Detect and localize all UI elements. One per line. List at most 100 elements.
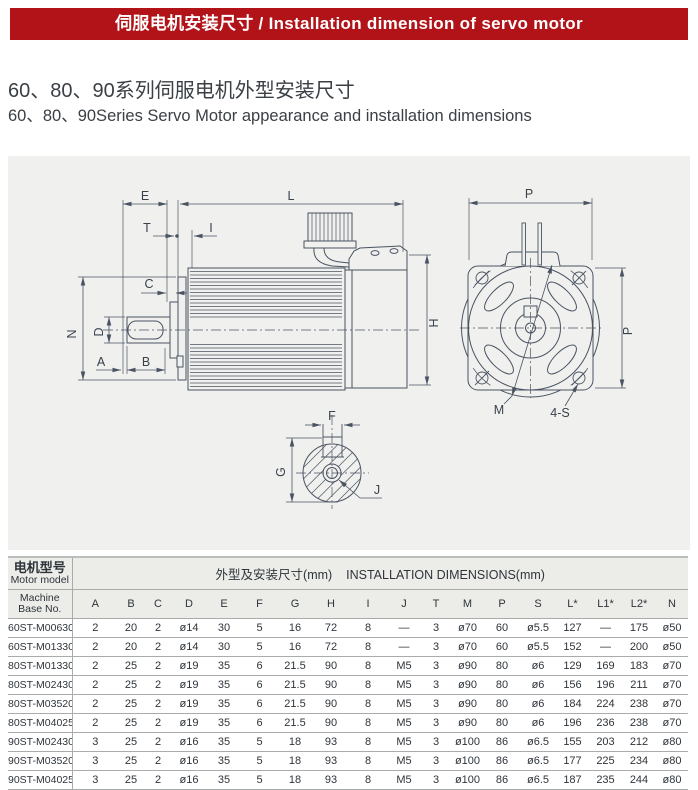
value-cell: 3 bbox=[421, 770, 451, 790]
dim-label-4s: 4-S bbox=[550, 406, 569, 420]
value-cell: 8 bbox=[349, 713, 387, 733]
table-row: 80ST-M03520 2 25 2 ø19 35 6 21.5 90 8 M5 3 ø90 80 ø6 18… bbox=[8, 694, 689, 714]
column-header-d: D bbox=[172, 589, 206, 619]
value-cell: 187 bbox=[556, 770, 589, 790]
value-cell: ø6 bbox=[520, 694, 556, 714]
value-cell: M5 bbox=[387, 732, 421, 752]
dim-label-a: A bbox=[97, 355, 106, 369]
page-title: 伺服电机安装尺寸 / Installation dimension of ser… bbox=[115, 14, 583, 33]
value-cell: 169 bbox=[589, 656, 622, 676]
column-header-p: P bbox=[484, 589, 520, 619]
column-header-l2: L2* bbox=[622, 589, 656, 619]
dim-label-c: C bbox=[144, 277, 153, 291]
value-cell: ø14 bbox=[172, 637, 206, 657]
value-cell: — bbox=[387, 618, 421, 638]
value-cell: 25 bbox=[118, 751, 144, 771]
value-cell: 3 bbox=[72, 751, 118, 771]
value-cell: 2 bbox=[144, 694, 172, 714]
motor-model-header: 电机型号 Motor model bbox=[8, 557, 73, 590]
value-cell: 18 bbox=[277, 751, 313, 771]
value-cell: 90 bbox=[313, 713, 349, 733]
value-cell: 2 bbox=[72, 713, 118, 733]
value-cell: ø19 bbox=[172, 713, 206, 733]
value-cell: 236 bbox=[589, 713, 622, 733]
value-cell: ø50 bbox=[656, 618, 689, 638]
value-cell: 234 bbox=[622, 751, 656, 771]
column-header-m: M bbox=[451, 589, 484, 619]
value-cell: ø80 bbox=[656, 732, 689, 752]
model-cell: 90ST-M03520 bbox=[8, 751, 73, 771]
value-cell: 6 bbox=[242, 713, 277, 733]
value-cell: 5 bbox=[242, 751, 277, 771]
dim-label-m: M bbox=[494, 403, 504, 417]
value-cell: 3 bbox=[421, 751, 451, 771]
value-cell: 60 bbox=[484, 618, 520, 638]
value-cell: ø70 bbox=[451, 637, 484, 657]
value-cell: ø19 bbox=[172, 675, 206, 695]
value-cell: ø16 bbox=[172, 732, 206, 752]
dim-label-i: I bbox=[209, 221, 212, 235]
value-cell: 8 bbox=[349, 675, 387, 695]
value-cell: 3 bbox=[421, 713, 451, 733]
model-cell: 60ST-M01330 bbox=[8, 637, 73, 657]
dim-label-e: E bbox=[141, 189, 149, 203]
value-cell: 80 bbox=[484, 656, 520, 676]
motor-model-header-cn: 电机型号 bbox=[13, 560, 66, 576]
value-cell: 16 bbox=[277, 618, 313, 638]
column-header-h: H bbox=[313, 589, 349, 619]
column-header-e: E bbox=[206, 589, 242, 619]
dim-label-t: T bbox=[143, 221, 151, 235]
value-cell: ø6.5 bbox=[520, 770, 556, 790]
column-header-j: J bbox=[387, 589, 421, 619]
value-cell: 3 bbox=[421, 675, 451, 695]
value-cell: 183 bbox=[622, 656, 656, 676]
value-cell: 200 bbox=[622, 637, 656, 657]
value-cell: ø90 bbox=[451, 694, 484, 714]
side-view bbox=[78, 200, 431, 391]
value-cell: 235 bbox=[589, 770, 622, 790]
dim-label-n: N bbox=[65, 329, 79, 338]
value-cell: ø80 bbox=[656, 770, 689, 790]
value-cell: 18 bbox=[277, 770, 313, 790]
value-cell: 184 bbox=[556, 694, 589, 714]
value-cell: 93 bbox=[313, 770, 349, 790]
value-cell: ø100 bbox=[451, 770, 484, 790]
value-cell: ø6.5 bbox=[520, 751, 556, 771]
value-cell: ø90 bbox=[451, 656, 484, 676]
value-cell: M5 bbox=[387, 656, 421, 676]
shaft-end-dim-labels: F G J bbox=[274, 409, 380, 497]
value-cell: ø6 bbox=[520, 656, 556, 676]
value-cell: M5 bbox=[387, 713, 421, 733]
table-body: 60ST-M00630 2 20 2 ø14 30 5 16 72 8—3 ø70 60 ø5.5 127… bbox=[8, 618, 689, 790]
column-header-c: C bbox=[144, 589, 172, 619]
value-cell: 8 bbox=[349, 732, 387, 752]
dim-label-l: L bbox=[288, 189, 295, 203]
page-title-banner: 伺服电机安装尺寸 / Installation dimension of ser… bbox=[10, 8, 688, 40]
value-cell: 2 bbox=[144, 618, 172, 638]
dim-label-h: H bbox=[427, 318, 441, 327]
value-cell: 25 bbox=[118, 713, 144, 733]
value-cell: 2 bbox=[144, 637, 172, 657]
shaft-end-view bbox=[286, 415, 382, 509]
value-cell: ø100 bbox=[451, 751, 484, 771]
value-cell: 25 bbox=[118, 694, 144, 714]
value-cell: 2 bbox=[72, 637, 118, 657]
value-cell: 35 bbox=[206, 675, 242, 695]
value-cell: 238 bbox=[622, 694, 656, 714]
value-cell: 30 bbox=[206, 618, 242, 638]
value-cell: ø100 bbox=[451, 732, 484, 752]
value-cell: — bbox=[387, 637, 421, 657]
value-cell: 20 bbox=[118, 637, 144, 657]
value-cell: 2 bbox=[144, 675, 172, 695]
column-header-a: A bbox=[72, 589, 118, 619]
value-cell: 72 bbox=[313, 618, 349, 638]
value-cell: 177 bbox=[556, 751, 589, 771]
model-cell: 90ST-M02430 bbox=[8, 732, 73, 752]
value-cell: ø6 bbox=[520, 713, 556, 733]
value-cell: ø19 bbox=[172, 656, 206, 676]
value-cell: 8 bbox=[349, 694, 387, 714]
value-cell: 5 bbox=[242, 732, 277, 752]
value-cell: 8 bbox=[349, 618, 387, 638]
machine-base-header: Machine Base No. bbox=[8, 589, 73, 619]
value-cell: 212 bbox=[622, 732, 656, 752]
